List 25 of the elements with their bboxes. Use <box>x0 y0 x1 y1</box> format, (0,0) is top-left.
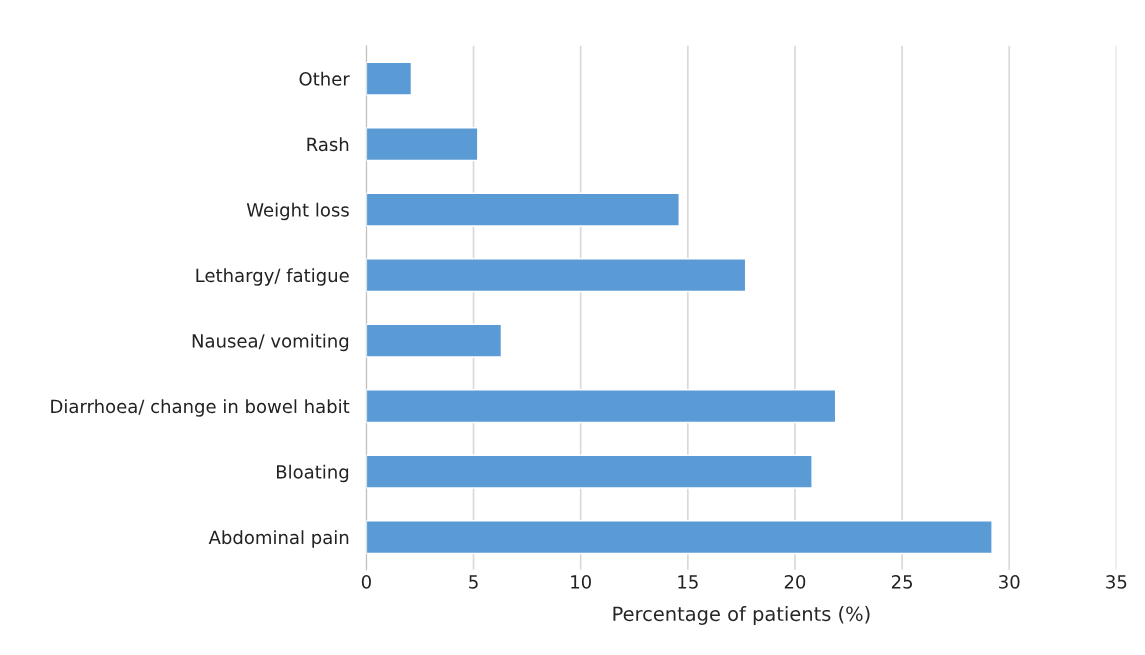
y-tick-label: Rash <box>307 137 349 152</box>
x-tick-label: 5 <box>469 575 478 589</box>
bar <box>366 127 479 162</box>
x-tick-label: 20 <box>784 575 806 589</box>
y-tick-label: Abdominal pain <box>208 530 349 548</box>
bar <box>366 192 680 227</box>
bar <box>366 389 837 424</box>
y-tick-label: Bloating <box>276 464 349 483</box>
bar <box>366 520 993 555</box>
x-tick-label: 15 <box>678 575 698 589</box>
y-tick-label: Diarrhoea/ change in bowel habit <box>51 399 350 417</box>
x-tick-label: 35 <box>1106 575 1127 589</box>
bar <box>366 258 747 293</box>
x-tick-label: 25 <box>891 575 913 589</box>
bar <box>366 454 813 489</box>
x-axis-title: Percentage of patients (%) <box>613 606 870 625</box>
y-tick-label: Nausea/ vomiting <box>192 333 349 352</box>
x-tick-label: 10 <box>571 575 591 589</box>
y-tick-label: Weight loss <box>246 202 349 221</box>
bar <box>366 61 413 96</box>
bar <box>366 323 503 358</box>
y-tick-label: Lethargy/ fatigue <box>196 268 349 286</box>
x-tick-label: 30 <box>999 575 1020 589</box>
x-tick-label: 0 <box>361 575 371 589</box>
y-tick-label: Other <box>299 71 350 86</box>
